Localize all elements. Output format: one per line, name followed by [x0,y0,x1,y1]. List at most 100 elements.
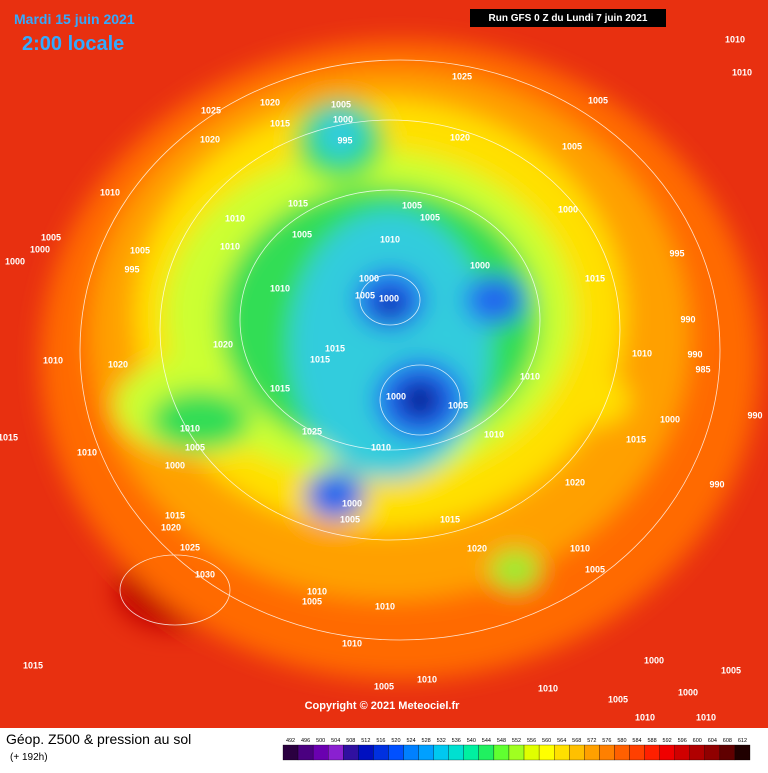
legend-swatch [403,744,419,761]
isobar-label: 1000 [5,256,25,266]
isobar-label: 995 [337,135,352,145]
isobar-label: 1000 [470,260,490,270]
isobar-label: 1005 [355,290,375,300]
legend-swatch [358,744,374,761]
legend-level: 544 [482,738,491,744]
isobar-label: 1020 [200,134,220,144]
isobar-label: 1015 [270,118,290,128]
isobar-label: 1005 [608,694,628,704]
legend-level: 504 [331,738,340,744]
legend-level: 500 [316,738,325,744]
legend-level: 596 [678,738,687,744]
isobar-label: 1010 [307,586,327,596]
isobar-label: 1010 [371,442,391,452]
legend-level: 572 [587,738,596,744]
legend-swatch [734,744,751,761]
legend-swatch [418,744,434,761]
legend-level: 592 [663,738,672,744]
isobar-label: 1005 [292,229,312,239]
legend-swatch [569,744,585,761]
legend-swatch [659,744,675,761]
isobar-label: 1015 [288,198,308,208]
isobar-label: 1010 [43,355,63,365]
isobar-label: 1005 [721,665,741,675]
isobar-label: 1025 [452,71,472,81]
legend-level: 540 [467,738,476,744]
legend-swatch [463,744,479,761]
isobar-label: 990 [687,349,702,359]
isobar-label: 1000 [644,655,664,665]
isobar-label: 1000 [660,414,680,424]
legend-level: 516 [376,738,385,744]
legend-swatch [328,744,344,761]
isobar-label: 1010 [417,674,437,684]
legend-level: 520 [391,738,400,744]
legend-swatch [448,744,464,761]
isobar-label: 1015 [585,273,605,283]
isobar-label: 1015 [440,514,460,524]
legend-swatch [493,744,510,761]
isobar-label: 1000 [678,687,698,697]
legend-swatch [674,744,690,761]
isobar-label: 1005 [585,564,605,574]
isobar-label: 1010 [570,543,590,553]
legend-level: 548 [497,738,506,744]
isobar-label: 1025 [201,105,221,115]
legend: 492 496 500 504 508 512 516 520 524 528 532 536 540 5… [282,738,751,761]
legend-level: 580 [617,738,626,744]
isobar-label: 1005 [562,141,582,151]
legend-swatch [719,744,736,761]
isobar-label: 1005 [185,442,205,452]
isobar-label: 1005 [402,200,422,210]
legend-swatch [343,744,359,761]
legend-level: 588 [647,738,656,744]
isobar-label: 1010 [484,429,504,439]
isobar-label: 985 [695,364,710,374]
legend-level: 604 [708,738,717,744]
legend-swatch [614,744,630,761]
legend-swatch [584,744,600,761]
isobar-label: 1010 [538,683,558,693]
isobar-label: 1000 [30,244,50,254]
legend-swatch [644,744,660,761]
isobar-label: 995 [124,264,139,274]
isobar-label: 1010 [732,67,752,77]
legend-level: 564 [557,738,566,744]
legend-level: 512 [361,738,370,744]
legend-swatch [373,744,389,761]
legend-swatch [388,744,404,761]
legend-level: 600 [693,738,702,744]
legend-level: 528 [422,738,431,744]
isobar-label: 1010 [100,187,120,197]
footer-lead: (+ 192h) [10,752,48,763]
isobar-label: 1030 [195,569,215,579]
isobar-label: 990 [747,410,762,420]
legend-swatch [297,744,314,761]
isobar-label: 1010 [696,712,716,722]
isobar-label: 1010 [375,601,395,611]
copyright: Copyright © 2021 Meteociel.fr [305,700,461,712]
isobar-label: 1010 [220,241,240,251]
run: Run GFS 0 Z du Lundi 7 juin 2021 [489,13,648,24]
isobar-label: 1015 [325,343,345,353]
legend-level: 552 [512,738,521,744]
isobar-label: 1005 [302,596,322,606]
legend-level: 560 [542,738,551,744]
isobar-label: 1000 [379,293,399,303]
legend-level: 536 [452,738,461,744]
isobar-label: 1000 [165,460,185,470]
legend-level: 492 [286,738,295,744]
run-box [470,9,666,27]
isobar-label: 1020 [161,522,181,532]
isobar-label: 1010 [520,371,540,381]
isobar-label: 1010 [725,34,745,44]
isobar-label: 1005 [130,245,150,255]
isobar-label: 1025 [302,426,322,436]
isobar-label: 1000 [359,273,379,283]
isobar-label: 1020 [260,97,280,107]
isobar-label: 1010 [380,234,400,244]
isobar-label: 1005 [340,514,360,524]
legend-level: 612 [738,738,747,744]
isobar-label: 1020 [450,132,470,142]
